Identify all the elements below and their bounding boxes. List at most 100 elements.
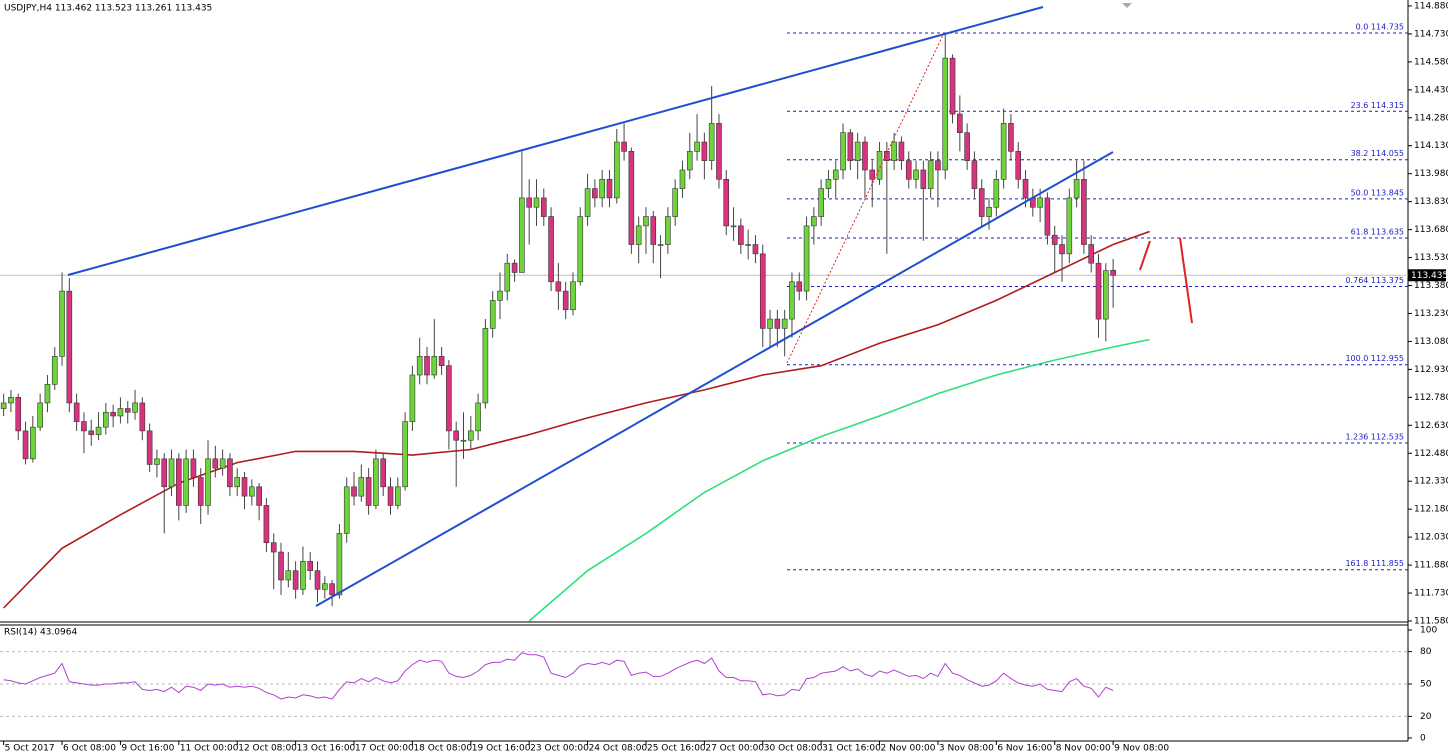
candle-body bbox=[672, 188, 678, 217]
candle-body bbox=[205, 458, 211, 506]
candle-body bbox=[402, 421, 408, 488]
moving-average bbox=[528, 338, 1150, 622]
candle-body bbox=[59, 290, 65, 357]
candle-body bbox=[8, 397, 14, 404]
candle-body bbox=[1110, 269, 1116, 276]
candle-body bbox=[489, 300, 496, 329]
x-tick-label: 25 Oct 16:00 bbox=[647, 744, 706, 754]
candle-body bbox=[482, 328, 489, 404]
candle-body bbox=[497, 290, 503, 301]
candle-body bbox=[599, 178, 605, 199]
x-tick-label: 19 Oct 16:00 bbox=[472, 744, 531, 754]
candle-body bbox=[1103, 270, 1109, 320]
candle-body bbox=[256, 486, 262, 506]
candle-body bbox=[424, 356, 430, 376]
x-tick-label: 30 Oct 08:00 bbox=[764, 744, 823, 754]
plot-area bbox=[0, 32, 1408, 717]
candle-body bbox=[197, 477, 204, 506]
rsi-title: RSI(14) 43.0964 bbox=[4, 628, 77, 638]
candle-body bbox=[840, 132, 846, 171]
candle-body bbox=[927, 160, 934, 189]
candle-body bbox=[650, 216, 657, 245]
candle-body bbox=[613, 141, 620, 199]
x-tick-label: 18 Oct 08:00 bbox=[413, 744, 472, 754]
candle-body bbox=[453, 430, 459, 441]
x-tick-label: 23 Oct 00:00 bbox=[530, 744, 589, 754]
candle-body bbox=[621, 141, 627, 152]
candle-body bbox=[635, 225, 642, 245]
candle-body bbox=[431, 356, 438, 376]
candle-body bbox=[190, 458, 197, 478]
candle-body bbox=[526, 197, 532, 208]
y-tick-label: 114.730 bbox=[1414, 29, 1448, 39]
candle-body bbox=[409, 374, 416, 422]
y-tick-label: 111.880 bbox=[1414, 561, 1448, 571]
moving-average bbox=[3, 230, 1150, 609]
candle-body bbox=[949, 57, 956, 115]
candle-body bbox=[176, 458, 182, 506]
y-tick-label: 112.780 bbox=[1414, 393, 1448, 403]
candle-body bbox=[154, 458, 160, 465]
candle-body bbox=[796, 281, 803, 292]
candle-body bbox=[1022, 178, 1029, 199]
candle-body bbox=[533, 197, 540, 208]
chart-title: USDJPY,H4 113.462 113.523 113.261 113.43… bbox=[4, 4, 212, 14]
x-tick-label: 17 Oct 00:00 bbox=[355, 744, 414, 754]
candle-body bbox=[307, 561, 314, 571]
x-tick-label: 2 Nov 00:00 bbox=[881, 744, 936, 754]
candle-body bbox=[679, 169, 686, 189]
candle-body bbox=[51, 356, 58, 385]
candle-body bbox=[336, 533, 343, 596]
candle-body bbox=[913, 169, 919, 180]
candle-body bbox=[584, 188, 591, 217]
y-tick-label: 114.580 bbox=[1414, 57, 1448, 67]
candle-body bbox=[416, 356, 423, 376]
candle-body bbox=[716, 123, 722, 180]
x-tick-label: 3 Nov 08:00 bbox=[939, 744, 994, 754]
candle-body bbox=[88, 430, 95, 435]
candle-body bbox=[723, 178, 730, 227]
candle-body bbox=[358, 477, 365, 497]
candle-body bbox=[884, 151, 890, 161]
candle-body bbox=[66, 290, 73, 404]
candle-body bbox=[1044, 197, 1051, 236]
candle-body bbox=[168, 458, 175, 488]
y-tick-label: 113.230 bbox=[1414, 309, 1448, 319]
candle-body bbox=[978, 188, 985, 217]
candle-body bbox=[1095, 262, 1102, 320]
candle-body bbox=[781, 318, 788, 329]
candle-body bbox=[1037, 197, 1043, 208]
candle-body bbox=[95, 426, 102, 435]
candle-body bbox=[30, 426, 36, 460]
fib-label: 100.0 112.955 bbox=[1345, 354, 1404, 363]
fib-label: 0.764 113.375 bbox=[1345, 276, 1404, 285]
x-tick-label: 11 Oct 00:00 bbox=[180, 744, 239, 754]
fib-label: 1.236 112.535 bbox=[1345, 433, 1404, 442]
candle-body bbox=[373, 458, 379, 506]
fib-label: 50.0 113.845 bbox=[1351, 188, 1404, 197]
candle-body bbox=[745, 244, 751, 246]
candle-body bbox=[161, 458, 168, 488]
candle-body bbox=[562, 290, 569, 311]
candle-body bbox=[110, 411, 116, 417]
candle-body bbox=[730, 225, 737, 228]
candle-body bbox=[876, 151, 883, 180]
candle-body bbox=[278, 551, 284, 581]
x-tick-label: 13 Oct 16:00 bbox=[297, 744, 356, 754]
x-tick-label: 9 Oct 16:00 bbox=[121, 744, 174, 754]
candle-body bbox=[227, 458, 233, 488]
candle-body bbox=[329, 583, 335, 596]
trend-line bbox=[315, 151, 1114, 607]
candle-body bbox=[300, 561, 306, 590]
last-price-label: 113.435 bbox=[1411, 271, 1448, 281]
fib-anchor-line bbox=[786, 34, 944, 364]
candle-body bbox=[15, 397, 22, 432]
candle-body bbox=[905, 160, 912, 180]
candle-body bbox=[139, 402, 146, 432]
candle-body bbox=[862, 141, 868, 171]
fib-label: 0.0 114.735 bbox=[1356, 22, 1404, 31]
candle-body bbox=[803, 225, 810, 292]
y-tick-label: 112.480 bbox=[1414, 449, 1448, 459]
